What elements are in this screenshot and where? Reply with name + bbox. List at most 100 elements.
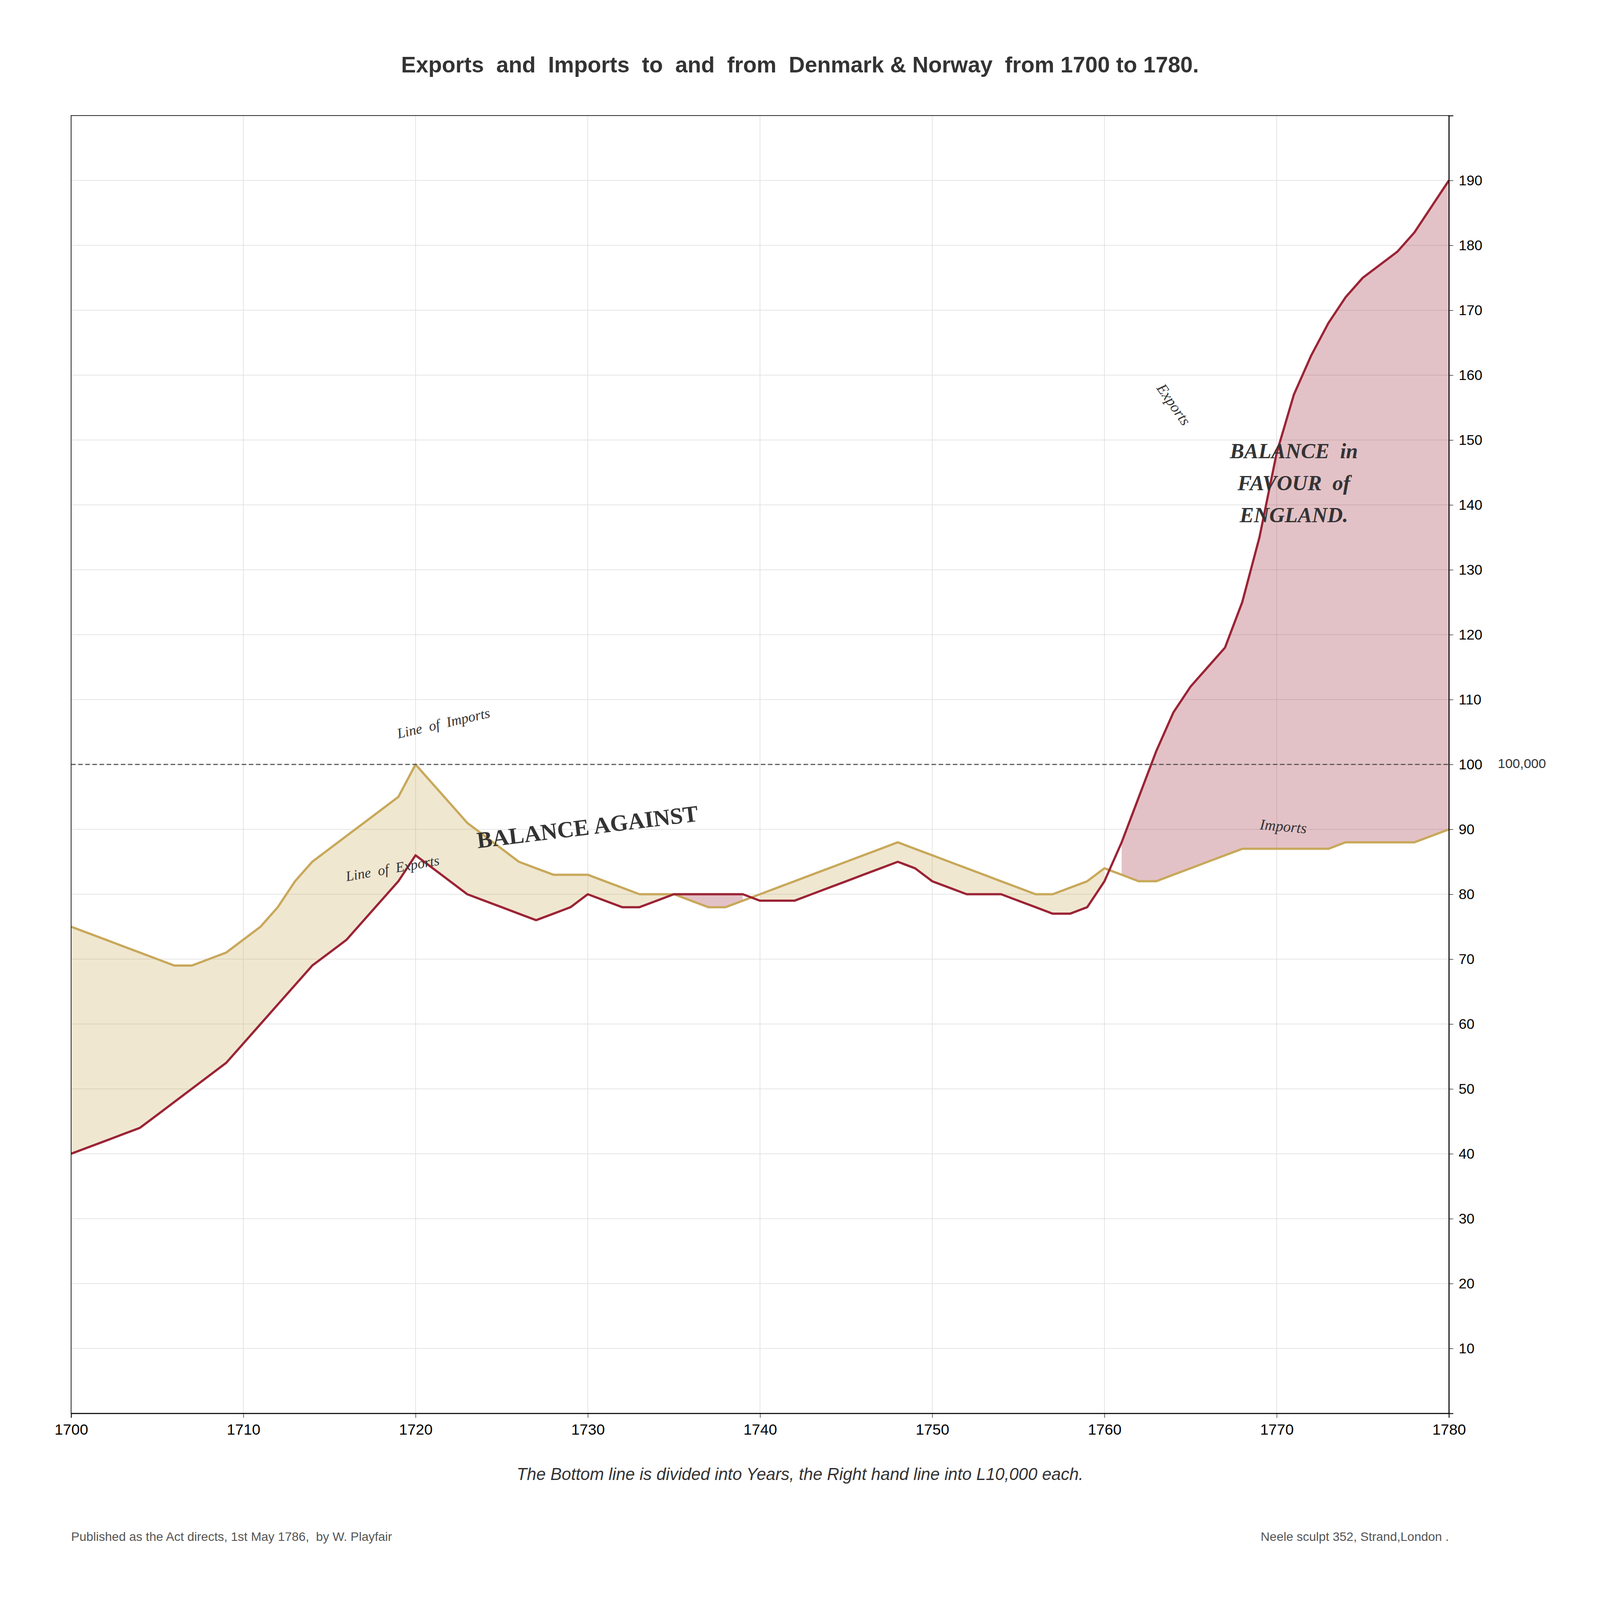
annotations: Line of ImportsLine of ExportsBALANCE AG… — [344, 380, 1358, 885]
y-grid-line — [71, 1088, 1449, 1090]
subtitle: The Bottom line is divided into Years, t… — [516, 1464, 1084, 1484]
y-grid-line — [71, 1153, 1449, 1155]
chart-title: Exports and Imports to and from Denmark … — [401, 52, 1200, 78]
y-tick-label: 100 — [1458, 756, 1483, 773]
reference-line — [71, 764, 1449, 766]
y-grid-line — [71, 1218, 1449, 1220]
y-tick-label: 60 — [1458, 1016, 1475, 1032]
y-tick-label: 150 — [1458, 432, 1483, 448]
y-tick: 130 — [1448, 561, 1483, 578]
x-tick-label: 1750 — [915, 1420, 950, 1438]
x-tick: 1720 — [399, 1413, 433, 1438]
y-tick-mark — [1448, 245, 1454, 246]
y-tick-label: 30 — [1458, 1210, 1475, 1227]
annotation: Imports — [1258, 816, 1308, 837]
y-axis-line — [1449, 116, 1454, 1414]
y-tick-label: 140 — [1458, 496, 1483, 513]
y-grid-line — [71, 1023, 1449, 1025]
annotation-line: FAVOUR of — [1237, 471, 1352, 495]
y-tick: 180 — [1448, 237, 1483, 254]
data-marks — [71, 180, 1449, 1154]
y-tick-mark — [1448, 1218, 1454, 1220]
y-tick-mark — [1448, 1153, 1454, 1155]
y-tick: 100 — [1448, 756, 1483, 773]
y-tick-mark — [1448, 1088, 1454, 1090]
annotation: BALANCE AGAINST — [475, 800, 700, 854]
y-tick-mark — [1448, 310, 1454, 311]
balance-against-area — [71, 764, 1105, 1154]
x-tick-mark — [588, 1413, 589, 1418]
y-tick-mark — [1448, 569, 1454, 571]
x-tick: 1710 — [226, 1413, 261, 1438]
y-tick-mark — [1448, 1024, 1454, 1025]
x-tick-mark — [71, 1413, 72, 1418]
y-tick-mark — [1448, 959, 1454, 960]
y-tick: 40 — [1448, 1145, 1475, 1162]
x-tick: 1740 — [743, 1413, 778, 1438]
x-tick-mark — [932, 1413, 933, 1418]
y-tick: 120 — [1448, 626, 1483, 643]
annotation: BALANCE in FAVOUR of ENGLAND. — [1229, 439, 1358, 527]
x-tick-label: 1740 — [743, 1420, 778, 1438]
y-tick-label: 180 — [1458, 237, 1483, 254]
y-tick-mark — [1448, 634, 1454, 636]
x-tick: 1780 — [1432, 1413, 1467, 1438]
annotation: Exports — [1153, 380, 1195, 429]
x-tick: 1750 — [915, 1413, 950, 1438]
y-tick: 90 — [1448, 821, 1475, 838]
y-grid-line — [71, 244, 1449, 246]
y-tick-mark — [1448, 699, 1454, 700]
y-tick: 170 — [1448, 302, 1483, 319]
y-tick-mark — [1448, 1348, 1454, 1349]
y-tick-mark — [1448, 764, 1454, 765]
y-tick-label: 170 — [1458, 302, 1483, 319]
y-tick-mark — [1448, 440, 1454, 441]
y-tick-mark — [1448, 375, 1454, 376]
y-tick-mark — [1448, 1283, 1454, 1284]
x-tick-label: 1760 — [1088, 1420, 1122, 1438]
x-axis: 170017101720173017401750176017701780 — [54, 1413, 1467, 1438]
footnote-right: Neele sculpt 352, Strand,London . — [1260, 1529, 1449, 1544]
y-tick-label: 10 — [1458, 1340, 1475, 1357]
y-grid-line — [71, 374, 1449, 376]
y-tick: 110 — [1448, 691, 1482, 708]
y-tick: 80 — [1448, 886, 1475, 903]
plot-area: 1700171017201730174017501760177017801020… — [54, 115, 1547, 1438]
y-tick: 60 — [1448, 1016, 1475, 1032]
series-line — [71, 180, 1449, 1154]
y-tick-mark — [1448, 894, 1454, 895]
y-tick-mark — [1448, 829, 1454, 830]
annotation-line: ENGLAND. — [1239, 503, 1348, 527]
y-tick-label: 120 — [1458, 626, 1483, 643]
y-tick: 10 — [1448, 1340, 1475, 1357]
y-grid-line — [71, 1348, 1449, 1349]
series-line — [71, 764, 1449, 966]
x-tick-mark — [1104, 1413, 1105, 1418]
x-tick-label: 1710 — [226, 1420, 261, 1438]
annotation-line: BALANCE in — [1229, 439, 1358, 463]
x-tick-label: 1780 — [1432, 1420, 1467, 1438]
y-tick-mark — [1448, 180, 1454, 181]
grid — [71, 115, 1449, 1414]
y-tick: 70 — [1448, 951, 1475, 968]
annotation: Line of Exports — [344, 852, 441, 885]
y-tick-label: 70 — [1458, 951, 1475, 968]
chart-svg: 1700171017201730174017501760177017801020… — [0, 0, 1600, 1600]
y-grid-line — [71, 1283, 1449, 1284]
reference-label: 100,000 — [1497, 756, 1546, 771]
y-grid-line — [71, 309, 1449, 311]
y-tick-label: 50 — [1458, 1080, 1475, 1097]
x-tick-mark — [1276, 1413, 1278, 1418]
x-axis-line — [71, 1413, 1450, 1419]
y-tick-label: 20 — [1458, 1275, 1475, 1292]
y-tick: 150 — [1448, 432, 1483, 448]
y-grid-line — [71, 180, 1449, 181]
y-tick: 50 — [1448, 1080, 1475, 1097]
x-tick-label: 1700 — [54, 1420, 89, 1438]
y-tick: 30 — [1448, 1210, 1475, 1227]
y-tick: 140 — [1448, 496, 1483, 513]
y-tick: 20 — [1448, 1275, 1475, 1292]
y-tick-label: 80 — [1458, 886, 1475, 903]
x-tick: 1760 — [1088, 1413, 1122, 1438]
y-tick-label: 110 — [1458, 691, 1482, 708]
